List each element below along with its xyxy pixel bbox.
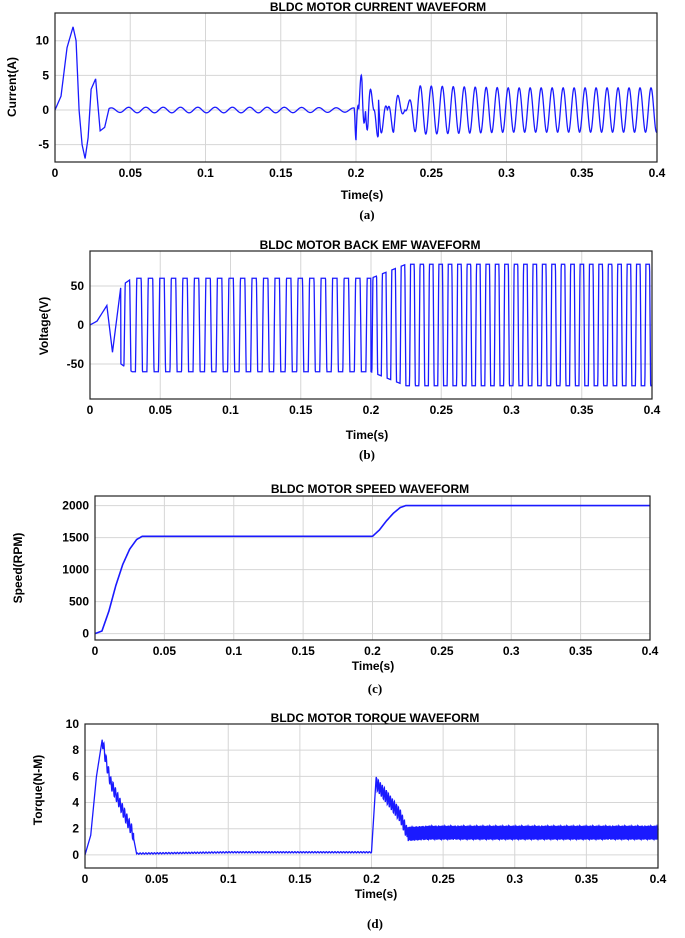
x-tick-label: 0.25 (430, 644, 454, 658)
y-axis-label: Voltage(V) (37, 297, 51, 355)
y-axis-label: Torque(N-M) (31, 755, 45, 825)
x-tick-label: 0.25 (430, 403, 454, 417)
y-tick-label: 1500 (62, 531, 89, 545)
y-tick-label: 8 (72, 743, 79, 757)
chart-title: BLDC MOTOR SPEED WAVEFORM (271, 482, 469, 496)
x-tick-label: 0.4 (642, 644, 659, 658)
x-tick-label: 0.3 (498, 166, 515, 180)
x-tick-label: 0.4 (644, 403, 661, 417)
y-tick-label: 0 (82, 627, 89, 641)
x-tick-label: 0.15 (289, 403, 313, 417)
chart-title: BLDC MOTOR BACK EMF WAVEFORM (260, 238, 481, 252)
y-tick-label: 50 (71, 279, 85, 293)
x-axis-label: Time(s) (355, 887, 397, 901)
x-tick-label: 0.1 (220, 872, 237, 886)
y-tick-label: 10 (36, 34, 50, 48)
x-tick-label: 0.25 (420, 166, 444, 180)
subcaption: (d) (367, 916, 383, 931)
x-tick-label: 0.3 (503, 403, 520, 417)
x-tick-label: 0.35 (570, 166, 594, 180)
y-tick-label: 0 (42, 103, 49, 117)
y-axis-label: Speed(RPM) (11, 533, 25, 604)
x-tick-label: 0.05 (153, 644, 177, 658)
x-axis-label: Time(s) (352, 659, 394, 673)
speed-waveform-panel: BLDC MOTOR SPEED WAVEFORM Speed(RPM) Tim… (11, 482, 659, 696)
back-emf-waveform-panel: BLDC MOTOR BACK EMF WAVEFORM Voltage(V) … (37, 238, 661, 462)
x-tick-label: 0.35 (575, 872, 599, 886)
x-tick-label: 0.15 (269, 166, 293, 180)
y-tick-label: 6 (72, 769, 79, 783)
torque-waveform-panel: BLDC MOTOR TORQUE WAVEFORM Torque(N-M) T… (31, 711, 667, 931)
chart-title: BLDC MOTOR TORQUE WAVEFORM (271, 711, 480, 725)
x-tick-label: 0.05 (119, 166, 143, 180)
plot-frame (54, 12, 658, 163)
x-tick-label: 0.2 (363, 872, 380, 886)
x-tick-label: 0.2 (364, 644, 381, 658)
y-tick-label: 0 (77, 318, 84, 332)
x-tick-label: 0.25 (431, 872, 455, 886)
series-line (89, 263, 652, 387)
subcaption: (c) (368, 681, 382, 696)
y-tick-label: 0 (72, 848, 79, 862)
x-tick-label: 0.3 (506, 872, 523, 886)
y-tick-label: -5 (38, 138, 49, 152)
x-axis-label: Time(s) (346, 428, 388, 442)
subcaption: (b) (359, 447, 375, 462)
series-line (94, 504, 650, 635)
series-line (84, 739, 659, 856)
y-tick-label: 1000 (62, 563, 89, 577)
x-tick-label: 0.1 (197, 166, 214, 180)
x-tick-label: 0.3 (503, 644, 520, 658)
x-tick-label: 0.4 (649, 166, 666, 180)
x-tick-label: 0 (52, 166, 59, 180)
x-tick-label: 0.05 (149, 403, 173, 417)
x-tick-label: 0.2 (363, 403, 380, 417)
x-tick-label: 0.1 (225, 644, 242, 658)
y-tick-label: 10 (66, 717, 80, 731)
x-tick-label: 0.15 (288, 872, 312, 886)
chart-title: BLDC MOTOR CURRENT WAVEFORM (270, 0, 486, 14)
x-axis-label: Time(s) (341, 188, 383, 202)
x-tick-label: 0.35 (570, 403, 594, 417)
x-tick-label: 0.35 (569, 644, 593, 658)
x-tick-label: 0.4 (650, 872, 667, 886)
y-tick-label: -50 (67, 357, 85, 371)
subcaption: (a) (359, 207, 374, 222)
x-tick-label: 0.15 (291, 644, 315, 658)
series-line (54, 26, 658, 159)
x-tick-label: 0 (87, 403, 94, 417)
plot-frame (84, 723, 659, 869)
plot-frame (89, 250, 653, 400)
x-tick-label: 0.05 (145, 872, 169, 886)
y-tick-label: 4 (72, 796, 79, 810)
current-waveform-panel: BLDC MOTOR CURRENT WAVEFORM Current(A) T… (5, 0, 666, 222)
x-tick-label: 0 (92, 644, 99, 658)
y-tick-label: 2 (72, 822, 79, 836)
y-axis-label: Current(A) (5, 57, 19, 117)
x-tick-label: 0 (82, 872, 89, 886)
x-tick-label: 0.2 (348, 166, 365, 180)
y-tick-label: 500 (69, 595, 89, 609)
y-tick-label: 5 (42, 68, 49, 82)
y-tick-label: 2000 (62, 499, 89, 513)
x-tick-label: 0.1 (222, 403, 239, 417)
plot-frame (94, 495, 651, 641)
